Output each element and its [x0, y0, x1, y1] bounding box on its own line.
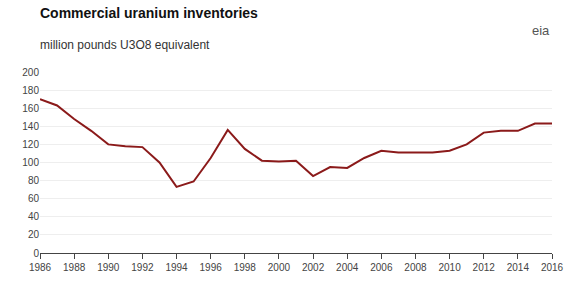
svg-text:2004: 2004 [336, 262, 359, 273]
svg-text:million pounds U3O8 equivalent: million pounds U3O8 equivalent [40, 38, 210, 52]
svg-text:1990: 1990 [97, 262, 120, 273]
svg-text:1998: 1998 [234, 262, 257, 273]
svg-text:2000: 2000 [268, 262, 291, 273]
svg-text:0: 0 [33, 248, 39, 259]
svg-text:Commercial uranium inventories: Commercial uranium inventories [40, 5, 258, 21]
svg-text:60: 60 [28, 193, 40, 204]
svg-text:100: 100 [22, 157, 39, 168]
svg-text:160: 160 [22, 103, 39, 114]
svg-text:20: 20 [28, 229, 40, 240]
svg-text:180: 180 [22, 85, 39, 96]
svg-text:2012: 2012 [473, 262, 496, 273]
svg-text:1988: 1988 [63, 262, 86, 273]
svg-text:120: 120 [22, 139, 39, 150]
svg-text:40: 40 [28, 211, 40, 222]
svg-text:2010: 2010 [438, 262, 461, 273]
svg-text:2016: 2016 [541, 262, 564, 273]
svg-text:eia: eia [532, 23, 550, 38]
svg-text:2014: 2014 [507, 262, 530, 273]
svg-text:2002: 2002 [302, 262, 325, 273]
svg-text:1986: 1986 [29, 262, 52, 273]
svg-text:140: 140 [22, 121, 39, 132]
svg-text:1996: 1996 [200, 262, 223, 273]
svg-text:200: 200 [22, 67, 39, 78]
svg-text:80: 80 [28, 175, 40, 186]
svg-text:1992: 1992 [131, 262, 154, 273]
svg-text:1994: 1994 [165, 262, 188, 273]
svg-text:2006: 2006 [370, 262, 393, 273]
svg-text:2008: 2008 [404, 262, 427, 273]
